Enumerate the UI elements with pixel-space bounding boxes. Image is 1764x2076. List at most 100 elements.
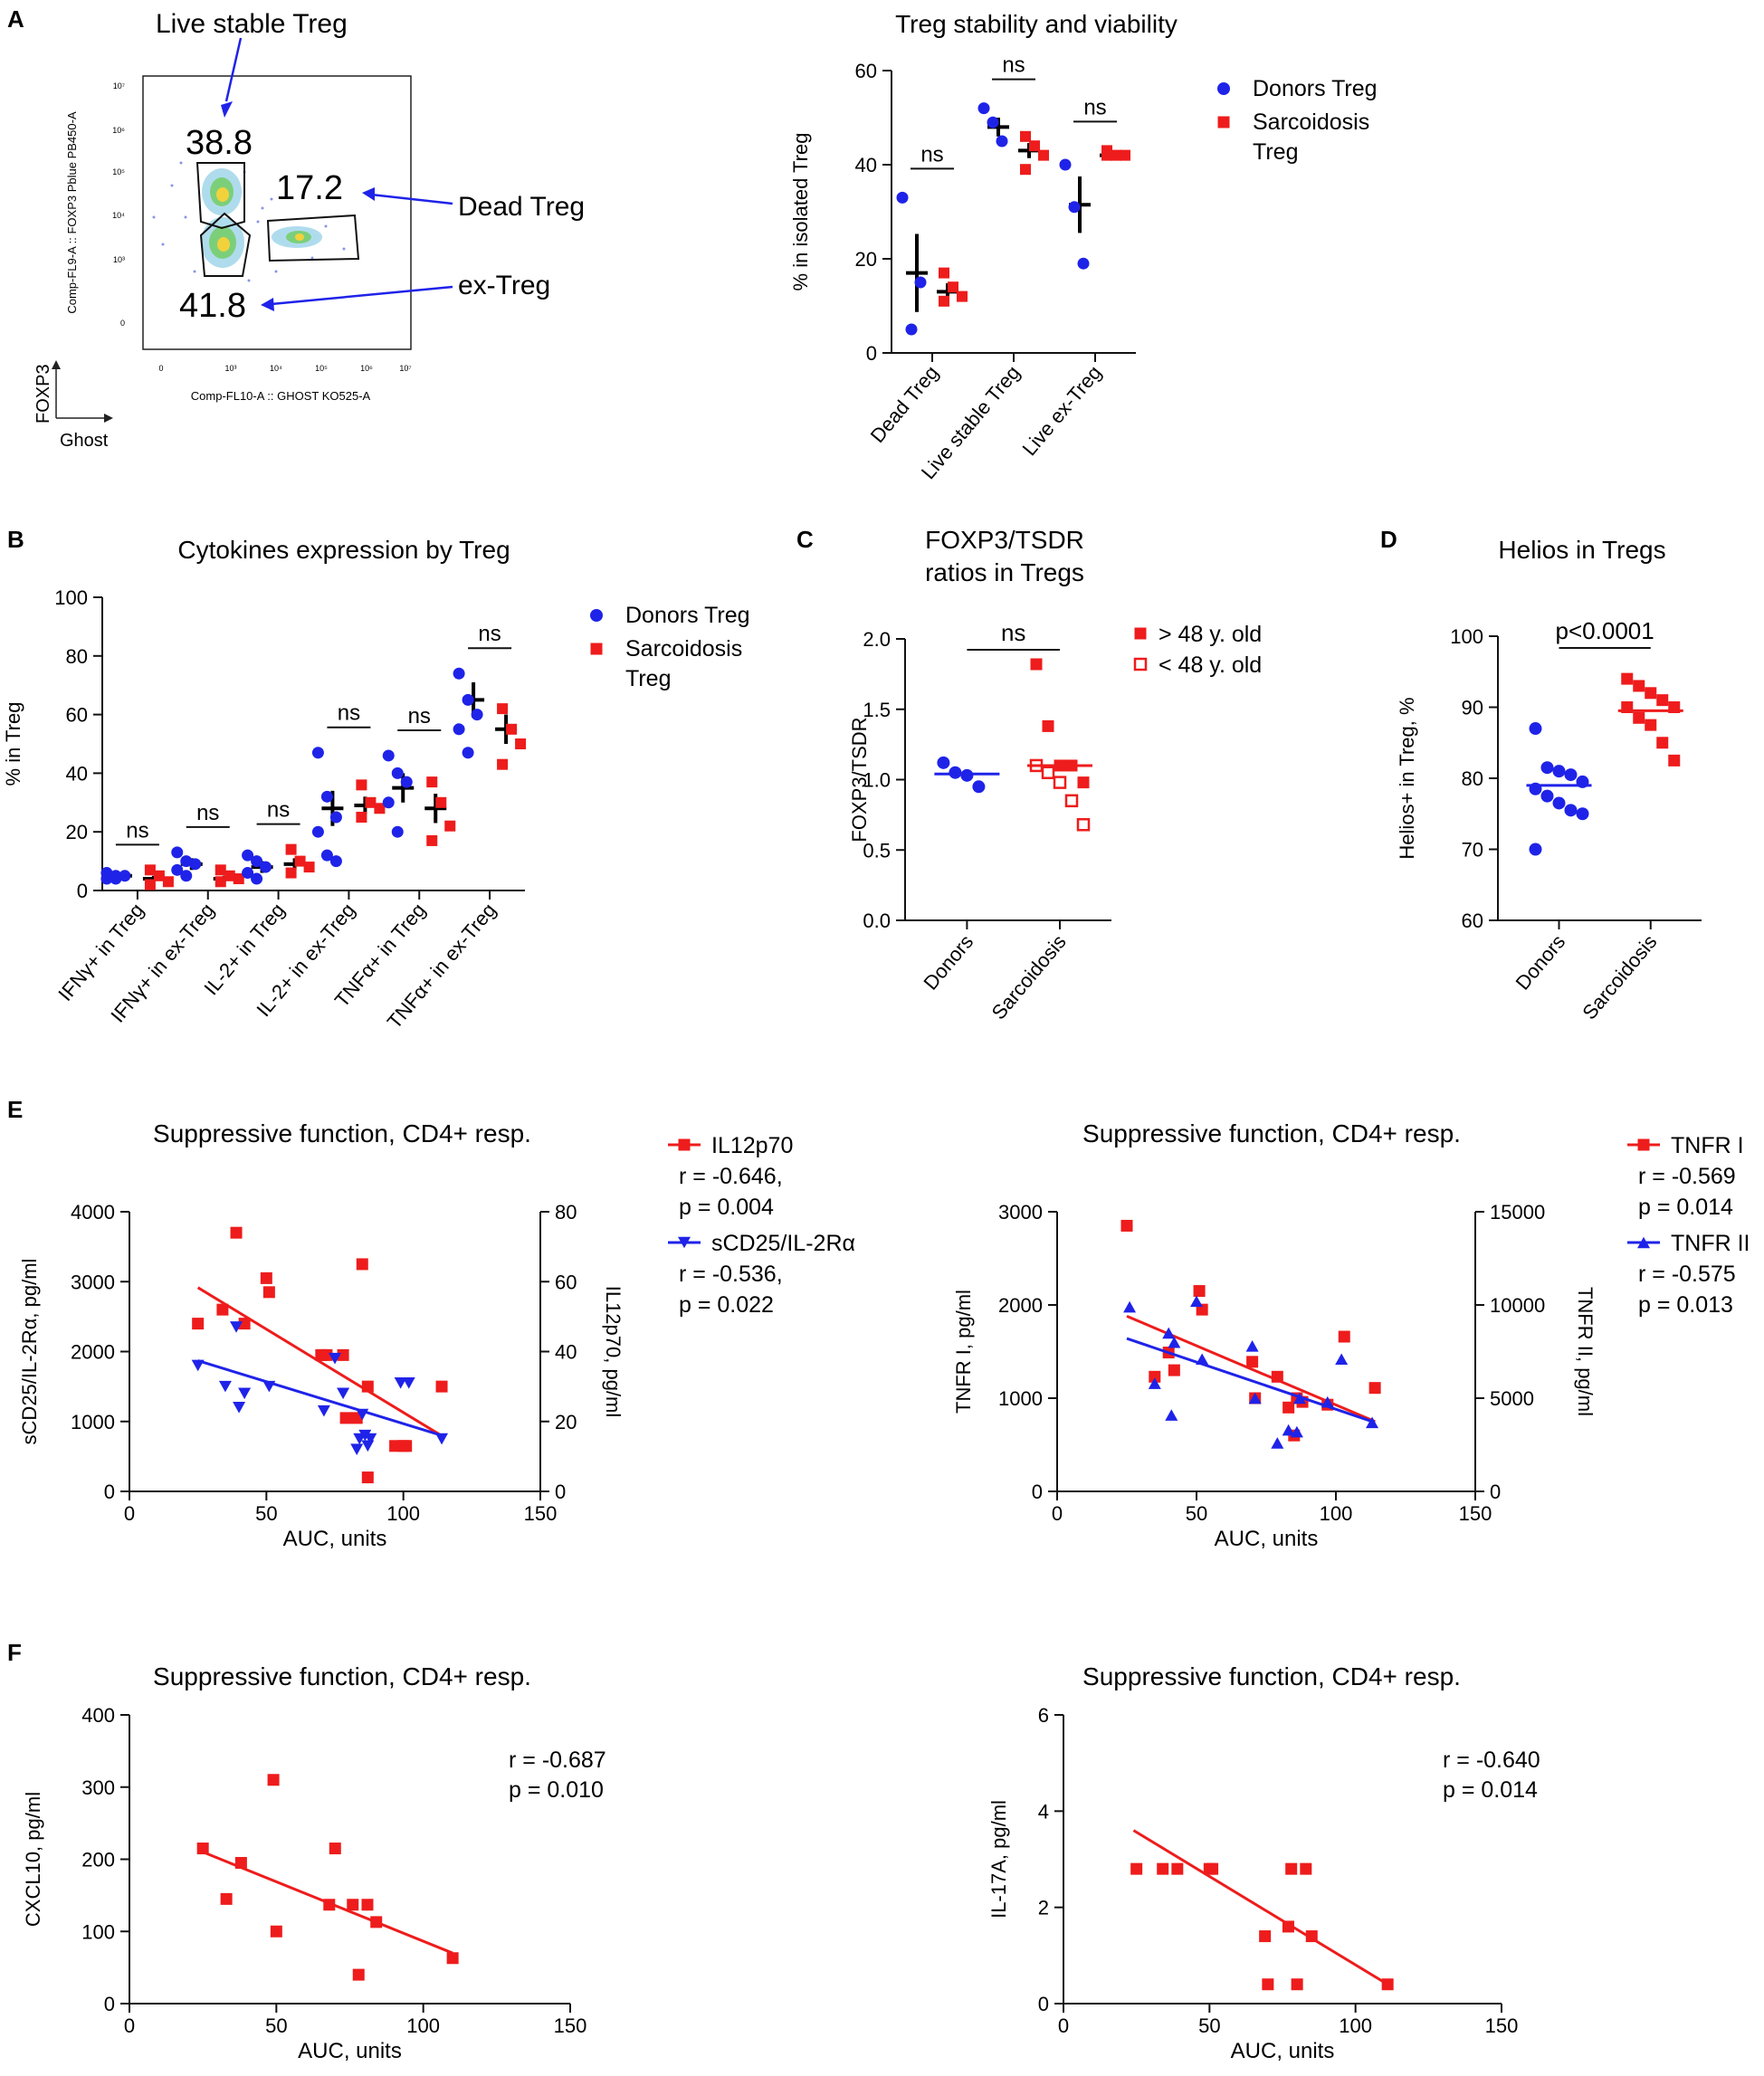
data-point-sarcoidosis-younger xyxy=(1064,794,1079,808)
chart-title: ratios in Tregs xyxy=(925,558,1084,586)
legend-marker-younger xyxy=(1133,657,1148,671)
y-tick-label: 200 xyxy=(81,1849,115,1871)
data-point xyxy=(329,1352,341,1365)
correlation-r: r = -0.646, xyxy=(679,1164,783,1189)
data-point-donor xyxy=(1564,804,1578,817)
x-tick-label: 100 xyxy=(406,2014,440,2037)
data-point-donor xyxy=(937,756,950,769)
data-point xyxy=(435,1380,448,1393)
data-point-sarcoidosis xyxy=(374,803,386,814)
x-tick-label: Donors xyxy=(1511,930,1570,994)
correlation-r: r = -0.569 xyxy=(1638,1164,1736,1189)
y-tick-label: 40 xyxy=(855,154,877,176)
data-point-donor xyxy=(453,667,465,680)
data-point-donor xyxy=(462,747,474,759)
flow-corner-x-label: Ghost xyxy=(60,431,109,451)
data-point xyxy=(1282,1401,1295,1414)
flow-x-tick-label: 0 xyxy=(158,364,163,373)
y-tick-label: 2 xyxy=(1038,1897,1049,1919)
significance-label: ns xyxy=(920,142,943,167)
data-point-sarcoidosis xyxy=(426,776,438,788)
y-tick-label: 80 xyxy=(1462,767,1483,790)
data-point xyxy=(356,1258,368,1271)
data-point-donor xyxy=(1059,158,1072,171)
flow-y-ticks: 10⁷ 10⁶ 10⁵ 10⁴ 10³ 0 xyxy=(112,81,125,328)
correlation-p: p = 0.004 xyxy=(679,1195,774,1220)
data-point xyxy=(1120,1219,1133,1232)
legend-label: TNFR II xyxy=(1671,1231,1750,1256)
y-tick-label: 2000 xyxy=(71,1341,115,1364)
data-point-donor xyxy=(311,747,324,759)
significance-label: ns xyxy=(126,818,148,843)
y-tick-label: 400 xyxy=(81,1704,115,1727)
data-point-donor xyxy=(1529,843,1542,856)
flow-x-tick-label: 10³ xyxy=(224,364,236,373)
significance-label: ns xyxy=(1083,95,1106,119)
y-tick-label: 70 xyxy=(1462,839,1483,862)
y-tick-label: 0.5 xyxy=(863,839,891,862)
y-tick-label-right: 5000 xyxy=(1490,1387,1534,1410)
data-point xyxy=(262,1286,275,1299)
data-point-sarcoidosis xyxy=(957,290,968,302)
data-point xyxy=(361,1471,374,1484)
data-point-donor xyxy=(1068,201,1081,214)
x-tick-label: Sarcoidosis xyxy=(1578,930,1661,1024)
y-tick-label: 20 xyxy=(66,821,88,843)
data-point xyxy=(1149,1370,1161,1383)
x-tick-label: 0 xyxy=(1058,2014,1069,2037)
data-point-donor xyxy=(382,749,395,762)
data-point-sarcoidosis xyxy=(497,703,509,715)
gate-value-live-stable: 38.8 xyxy=(186,124,253,162)
data-point-sarcoidosis xyxy=(144,864,156,876)
data-point xyxy=(1271,1437,1284,1449)
data-point-sarcoidosis xyxy=(294,855,306,867)
y-tick-label: 2000 xyxy=(998,1294,1043,1317)
data-point-donor xyxy=(242,849,254,862)
regression-line xyxy=(197,1359,443,1437)
flow-y-tick-label: 10⁶ xyxy=(112,126,125,135)
data-point-donor xyxy=(1552,765,1566,778)
legend-label-sarcoidosis: Sarcoidosis xyxy=(625,636,742,662)
data-point xyxy=(220,1892,233,1905)
y-axis-label-right: TNFR II, pg/ml xyxy=(1574,1287,1597,1416)
data-point xyxy=(1206,1862,1219,1875)
flow-x-label: Comp-FL10-A :: GHOST KO525-A xyxy=(191,389,371,403)
data-point xyxy=(361,1440,375,1452)
data-point-donor xyxy=(1552,796,1566,810)
x-axis-label: AUC, units xyxy=(1215,1527,1319,1551)
flow-y-tick-label: 10⁷ xyxy=(113,81,125,90)
data-point xyxy=(1157,1862,1169,1875)
y-axis-label: Helios+ in Treg, % xyxy=(1396,697,1418,859)
data-point-sarcoidosis xyxy=(1029,140,1040,152)
x-tick-label: 150 xyxy=(1459,1502,1492,1525)
data-point xyxy=(1259,1930,1272,1943)
flow-x-tick-label: 10⁴ xyxy=(270,364,282,373)
gate-value-ex-treg: 41.8 xyxy=(179,287,246,325)
data-point xyxy=(238,1387,252,1400)
legend-label-sarcoidosis: Treg xyxy=(625,666,671,691)
x-tick-label: 150 xyxy=(554,2014,587,2037)
data-point xyxy=(192,1318,205,1330)
data-point-donor xyxy=(119,870,131,882)
flow-arrowhead-ex xyxy=(261,298,274,311)
panel-letter-c: C xyxy=(796,526,814,553)
data-point xyxy=(260,1271,272,1284)
data-point xyxy=(1368,1382,1381,1395)
data-point xyxy=(233,1402,246,1414)
data-point-sarcoidosis-older xyxy=(1077,776,1090,789)
data-point-donor xyxy=(100,872,113,885)
significance-label: p<0.0001 xyxy=(1556,617,1654,644)
data-point-sarcoidosis xyxy=(233,873,244,885)
significance-label: ns xyxy=(196,801,219,825)
y-tick-label: 4000 xyxy=(71,1201,115,1224)
y-tick-label: 300 xyxy=(81,1776,115,1799)
legend-marker-older xyxy=(1134,627,1147,640)
y-tick-label: 60 xyxy=(66,704,88,727)
data-point-donor xyxy=(320,790,333,803)
data-point-donor xyxy=(320,849,333,862)
chart-title: Cytokines expression by Treg xyxy=(177,536,510,564)
regression-line xyxy=(1126,1314,1376,1424)
data-point-sarcoidosis xyxy=(1020,130,1031,142)
data-point xyxy=(1168,1336,1181,1348)
